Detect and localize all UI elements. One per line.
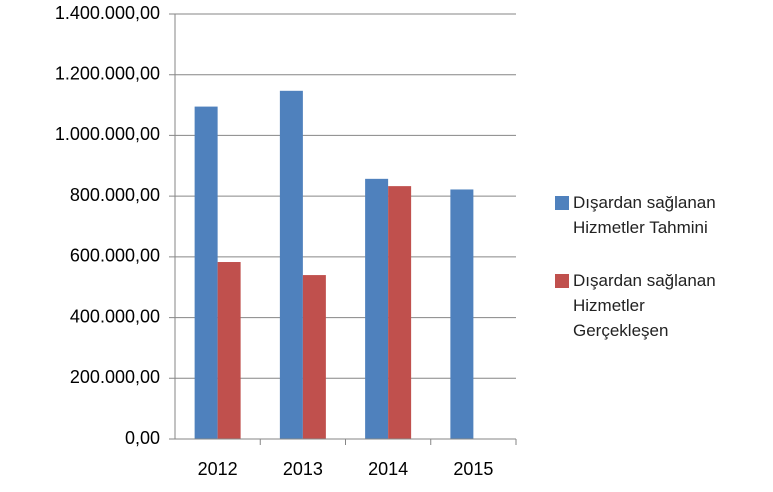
y-tick-label: 200.000,00: [70, 367, 160, 387]
x-tick-label: 2012: [198, 459, 238, 479]
y-tick-label: 1.200.000,00: [55, 63, 160, 83]
legend-item: Dışardan sağlanan Hizmetler Gerçekleşen: [555, 268, 765, 343]
legend-item: Dışardan sağlanan Hizmetler Tahmini: [555, 190, 765, 240]
y-tick-label: 0,00: [125, 428, 160, 448]
legend-label: Dışardan sağlanan Hizmetler Tahmini: [573, 193, 716, 237]
bar: [302, 275, 326, 439]
bar: [279, 90, 303, 439]
legend-swatch: [555, 196, 569, 210]
bar: [388, 186, 412, 439]
y-tick-label: 800.000,00: [70, 185, 160, 205]
y-tick-label: 1.000.000,00: [55, 124, 160, 144]
bar: [217, 262, 241, 439]
y-tick-label: 600.000,00: [70, 246, 160, 266]
y-tick-label: 400.000,00: [70, 306, 160, 326]
bar: [365, 178, 389, 439]
x-tick-label: 2013: [283, 459, 323, 479]
legend: Dışardan sağlanan Hizmetler Tahmini Dışar…: [555, 190, 765, 371]
x-tick-label: 2014: [368, 459, 408, 479]
x-tick-label: 2015: [453, 459, 493, 479]
bar: [450, 189, 474, 439]
y-tick-label: 1.400.000,00: [55, 3, 160, 23]
legend-label: Dışardan sağlanan Hizmetler Gerçekleşen: [573, 271, 716, 340]
bar: [194, 106, 218, 439]
legend-swatch: [555, 274, 569, 288]
